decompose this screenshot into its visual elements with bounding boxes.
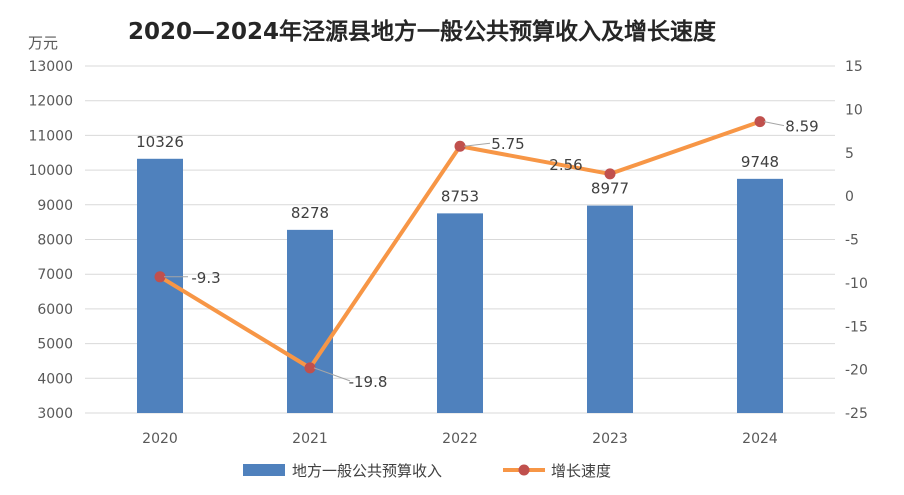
bar-data-label: 8278 [291,204,329,222]
right-axis-tick-label: 5 [845,146,854,162]
right-axis-tick-label: -25 [845,406,868,422]
left-axis-tick-label: 8000 [37,233,73,249]
line-data-label: 2.56 [549,156,582,174]
x-axis-tick-label: 2022 [442,431,478,447]
right-axis-tick-label: -5 [845,233,859,249]
data-label-leader [463,142,491,147]
left-axis-tick-label: 3000 [37,406,73,422]
x-axis-tick-label: 2023 [592,431,628,447]
bar [587,205,633,413]
bar-data-label: 8977 [591,180,629,198]
bar [287,229,333,413]
left-axis-tick-label: 4000 [37,371,73,387]
bar [737,178,783,413]
legend-swatch-bar [243,464,285,476]
chart-title: 2020—2024年泾源县地方一般公共预算收入及增长速度 [128,19,717,45]
left-axis-tick-label: 13000 [28,59,73,75]
line-data-label: -9.3 [191,269,220,287]
left-axis-tick-label: 5000 [37,337,73,353]
bar-data-label: 9748 [741,153,779,171]
right-axis-tick-label: 15 [845,59,863,75]
line-data-label: 8.59 [785,118,818,136]
line-data-label: 5.75 [491,135,524,153]
line-data-label: -19.8 [349,373,388,391]
right-axis-tick-label: -10 [845,276,868,292]
right-axis-tick-label: 0 [845,189,854,205]
x-axis-tick-label: 2021 [292,431,328,447]
bar [437,213,483,413]
line-point [304,362,316,374]
line-point [604,168,616,180]
line-point [154,271,166,283]
bar-data-label: 8753 [441,187,479,205]
x-axis-tick-label: 2020 [142,431,178,447]
right-axis-tick-label: -20 [845,363,868,379]
left-axis-unit: 万元 [28,34,59,52]
x-axis-tick-label: 2024 [742,431,778,447]
left-axis-tick-label: 10000 [28,163,73,179]
left-axis-tick-label: 9000 [37,198,73,214]
right-axis-tick-label: 10 [845,102,863,118]
legend-label-bar: 地方一般公共预算收入 [292,462,442,480]
line-point [454,140,466,152]
left-axis-tick-label: 7000 [37,267,73,283]
right-axis-tick-label: -15 [845,319,868,335]
data-label-leader [313,367,351,382]
data-label-leader [763,121,785,127]
left-axis-tick-label: 12000 [28,94,73,110]
left-axis-tick-label: 11000 [28,128,73,144]
legend-label-line: 增长速度 [551,462,611,480]
bar-data-label: 10326 [136,133,184,151]
line-point [754,116,766,128]
left-axis-tick-label: 6000 [37,302,73,318]
legend-marker-line [518,464,530,476]
